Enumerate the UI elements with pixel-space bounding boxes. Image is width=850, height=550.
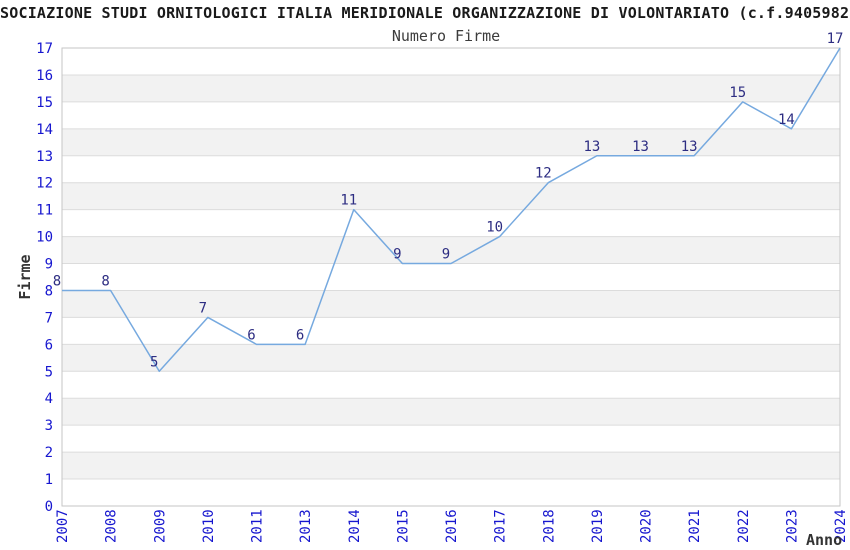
point-label: 8 — [101, 273, 109, 289]
y-tick-label: 10 — [36, 230, 53, 246]
row-band — [62, 398, 840, 426]
plot-border — [61, 47, 841, 507]
point-label: 7 — [199, 300, 207, 316]
y-tick-label: 12 — [36, 176, 53, 192]
y-tick-label: 4 — [45, 391, 53, 407]
x-tick-label: 2024 — [833, 509, 849, 543]
y-tick-label: 5 — [45, 364, 53, 380]
x-tick-label: 2009 — [152, 509, 168, 543]
y-tick-label: 17 — [36, 41, 53, 57]
chart-subtitle: Numero Firme — [391, 27, 501, 45]
point-label: 9 — [442, 247, 450, 263]
x-tick-label: 2014 — [347, 509, 363, 543]
page-title: SOCIAZIONE STUDI ORNITOLOGICI ITALIA MER… — [0, 4, 850, 22]
row-band — [62, 452, 840, 480]
y-tick-label: 0 — [45, 499, 53, 515]
x-axis-title: Anno — [806, 531, 842, 549]
y-tick-label: 9 — [45, 257, 53, 273]
row-band — [62, 344, 840, 372]
y-tick-label: 1 — [45, 472, 53, 488]
point-label: 5 — [150, 354, 158, 370]
x-tick-label: 2008 — [104, 509, 120, 543]
y-tick-label: 16 — [36, 68, 53, 84]
y-tick-label: 3 — [45, 418, 53, 434]
y-tick-label: 15 — [36, 95, 53, 111]
point-label: 13 — [681, 139, 698, 155]
point-label: 13 — [632, 139, 649, 155]
point-label: 17 — [827, 31, 844, 47]
x-tick-label: 2020 — [639, 509, 655, 543]
y-axis-title: Firme — [16, 254, 34, 299]
row-band — [62, 128, 840, 156]
point-label: 12 — [535, 166, 552, 182]
point-label: 10 — [486, 220, 503, 236]
row-band — [62, 74, 840, 102]
y-tick-label: 11 — [36, 203, 53, 219]
x-tick-label: 2013 — [298, 509, 314, 543]
point-label: 6 — [247, 327, 255, 343]
x-tick-label: 2019 — [590, 509, 606, 543]
y-tick-label: 13 — [36, 149, 53, 165]
x-tick-label: 2007 — [55, 509, 71, 543]
point-label: 15 — [729, 85, 746, 101]
x-tick-label: 2015 — [395, 509, 411, 543]
x-tick-label: 2018 — [541, 509, 557, 543]
x-tick-label: 2022 — [736, 509, 752, 543]
x-tick-label: 2011 — [250, 509, 266, 543]
x-tick-label: 2016 — [444, 509, 460, 543]
point-label: 14 — [778, 112, 795, 128]
y-tick-label: 6 — [45, 337, 53, 353]
point-label: 6 — [296, 327, 304, 343]
x-tick-label: 2010 — [201, 509, 217, 543]
data-line — [62, 47, 841, 373]
point-label: 13 — [583, 139, 600, 155]
y-tick-label: 7 — [45, 310, 53, 326]
x-tick-label: 2017 — [493, 509, 509, 543]
y-tick-label: 8 — [45, 283, 53, 299]
x-tick-label: 2021 — [687, 509, 703, 543]
row-band — [62, 236, 840, 264]
y-tick-label: 2 — [45, 445, 53, 461]
point-label: 11 — [340, 193, 357, 209]
x-tick-label: 2023 — [784, 509, 800, 543]
row-band — [62, 182, 840, 210]
row-band — [62, 290, 840, 318]
point-label: 8 — [53, 273, 61, 289]
y-tick-label: 14 — [36, 122, 53, 138]
point-label: 9 — [393, 247, 401, 263]
